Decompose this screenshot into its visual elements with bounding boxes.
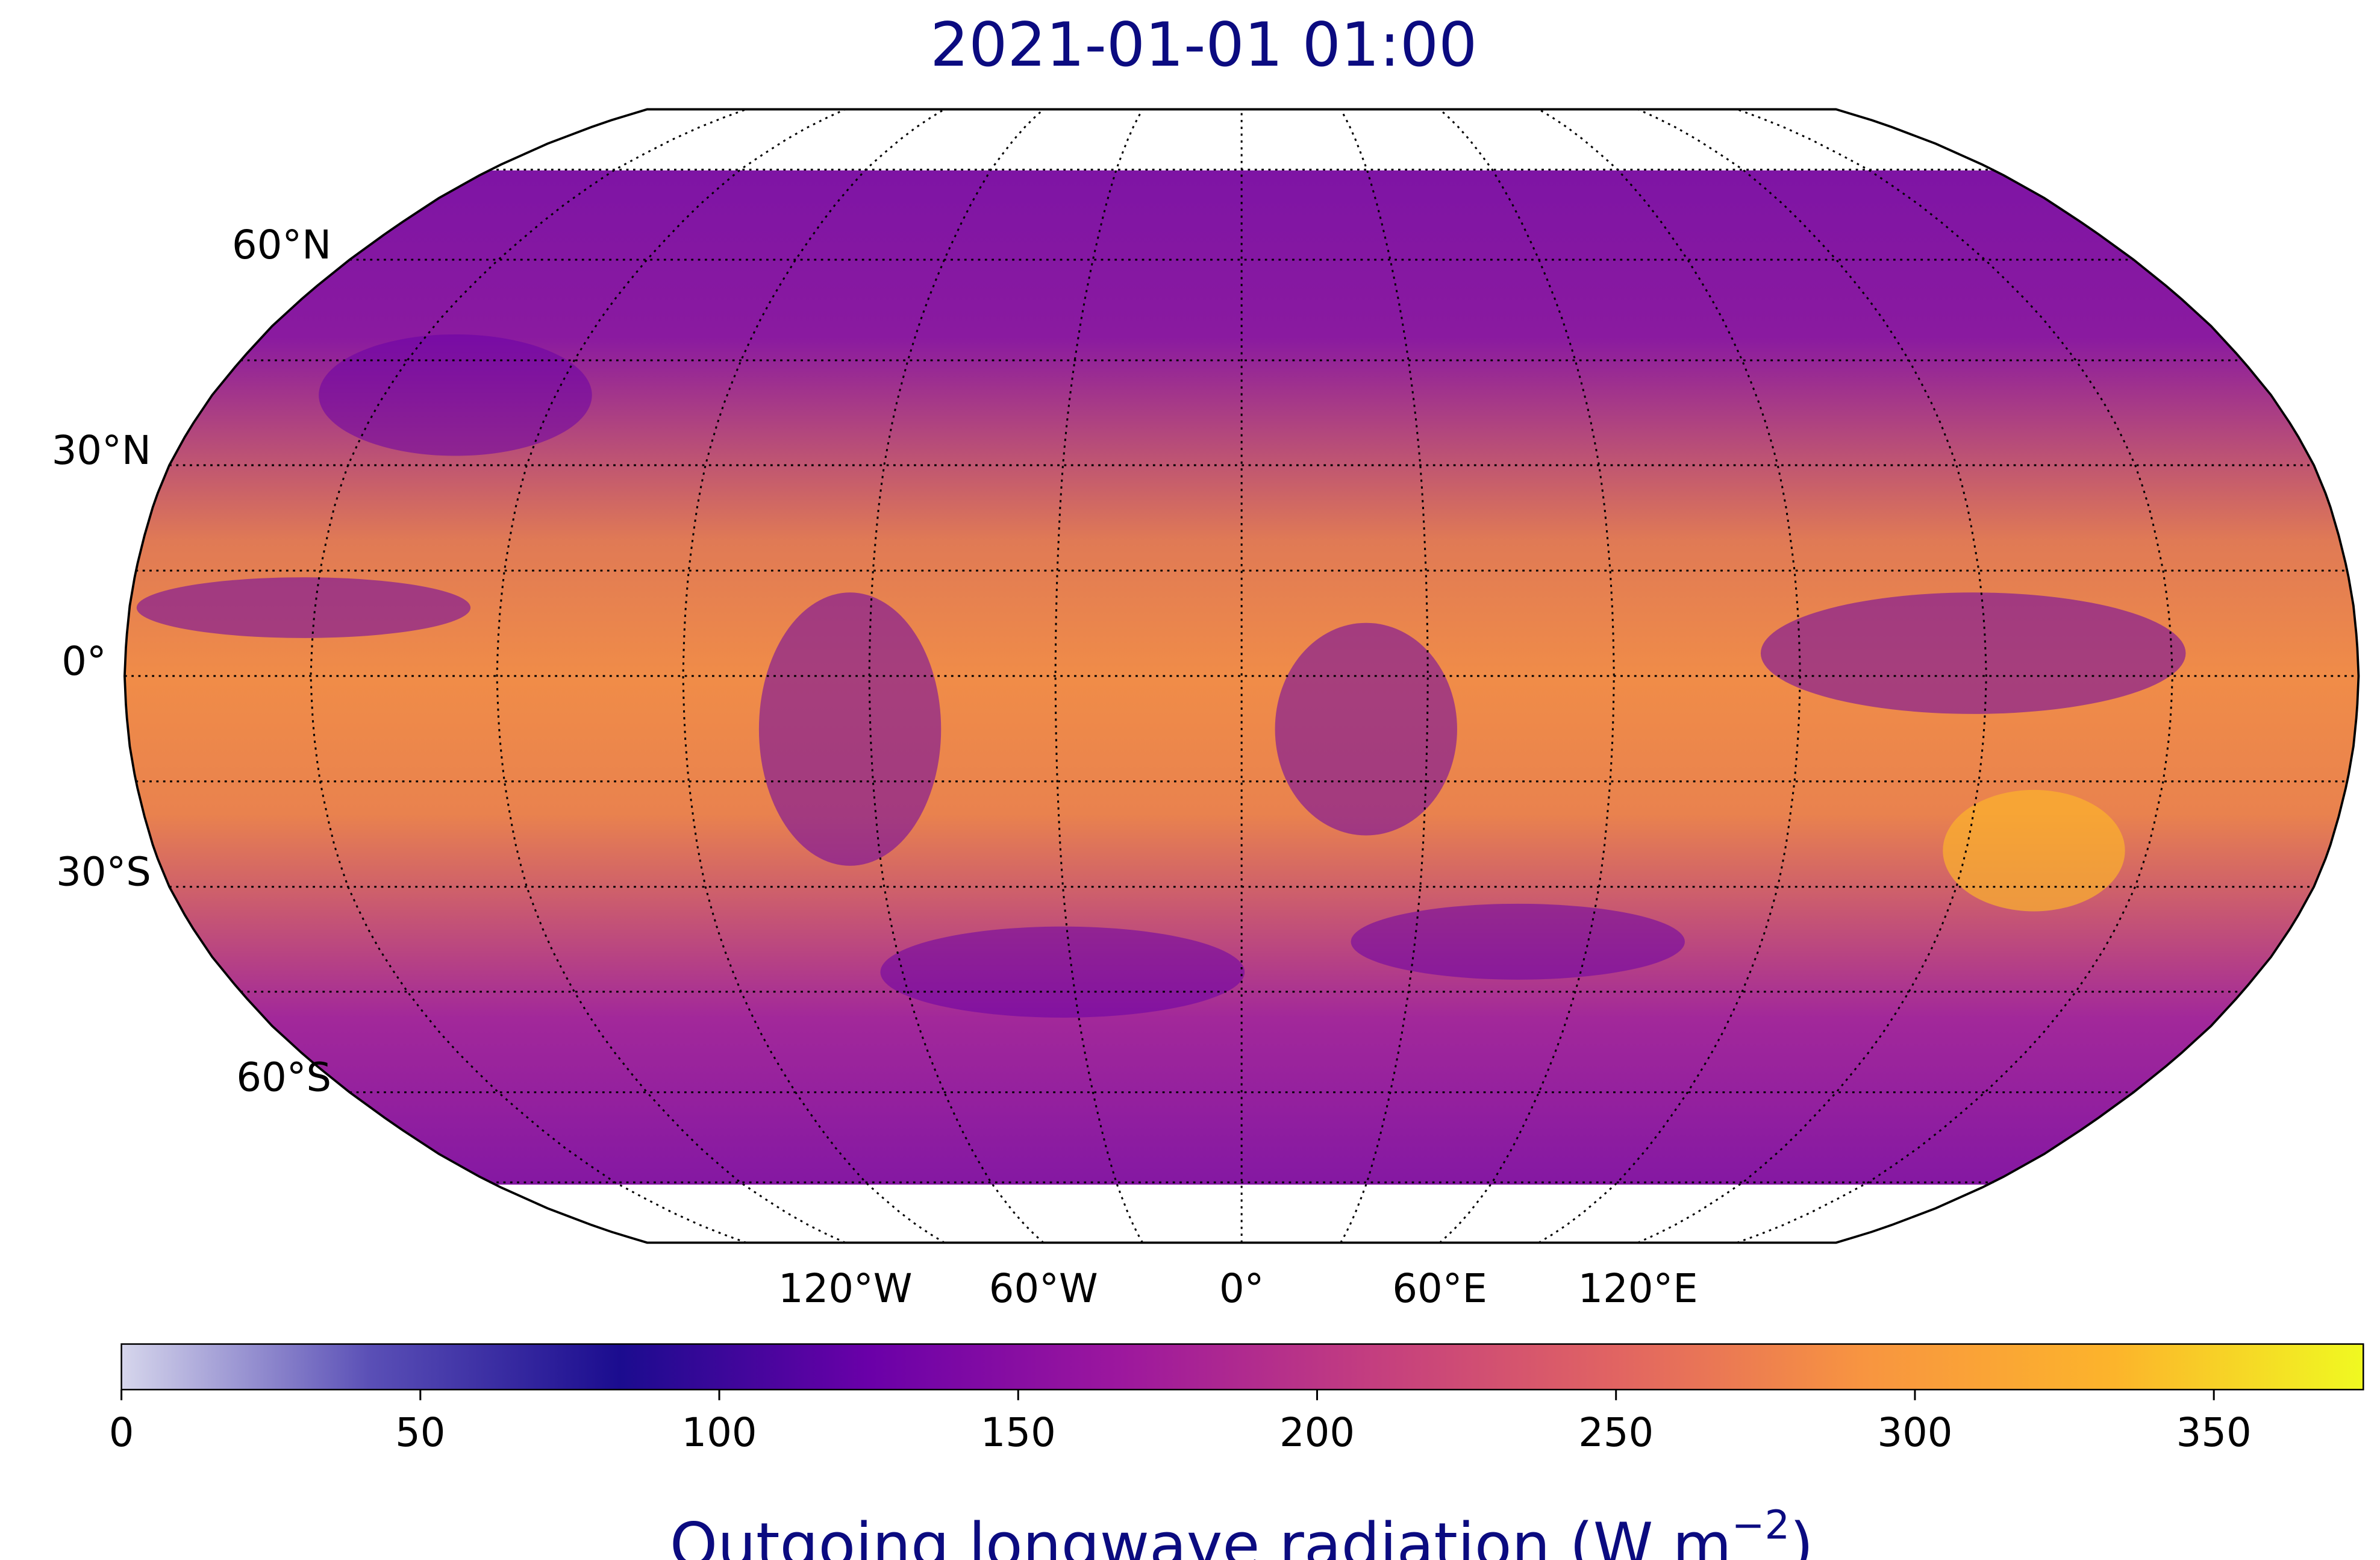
colorbar-tick-label: 250: [1578, 1410, 1654, 1456]
meridian: [1637, 108, 1987, 1244]
lat-label: 30°N: [52, 428, 151, 474]
colorbar-tick-label: 150: [981, 1410, 1056, 1456]
meridian: [1340, 108, 1429, 1244]
colorbar-tick-label: 200: [1279, 1410, 1355, 1456]
colorbar: [120, 1343, 2364, 1391]
data-field: [124, 110, 2359, 1243]
lat-label: 60°S: [236, 1055, 331, 1101]
colorbar-tick-label: 300: [1877, 1410, 1952, 1456]
lat-label: 0°: [61, 639, 106, 684]
lon-label: 120°E: [1578, 1266, 1698, 1312]
lon-label: 0°: [1219, 1266, 1264, 1312]
colorbar-label-end: ): [1790, 1509, 1813, 1560]
meridian: [1538, 108, 1801, 1244]
lon-label: 120°W: [778, 1266, 913, 1312]
colorbar-tick-label: 0: [109, 1410, 134, 1456]
lat-label: 30°S: [56, 850, 151, 895]
no-data-north: [124, 110, 2359, 171]
lon-label: 60°E: [1392, 1266, 1487, 1312]
meridian: [496, 108, 846, 1244]
map-outline: [123, 108, 2360, 1244]
lon-label: 60°W: [989, 1266, 1098, 1312]
warm-spot: [1943, 789, 2125, 912]
colorbar-label-main: Outgoing longwave radiation (W m: [670, 1509, 1732, 1560]
meridian: [1054, 108, 1144, 1244]
cloud-bands: [136, 334, 2186, 1018]
meridian: [682, 108, 945, 1244]
colorbar-label: Outgoing longwave radiation (W m−2): [670, 1503, 1814, 1560]
map-title: 2021-01-01 01:00: [930, 9, 1477, 80]
colorbar-label-sup: −2: [1732, 1503, 1790, 1549]
colorbar-tick-label: 100: [682, 1410, 757, 1456]
colorbar-tick-label: 50: [395, 1410, 445, 1456]
colorbar-tick-label: 350: [2176, 1410, 2252, 1456]
lat-label: 60°N: [232, 222, 331, 268]
no-data-south: [124, 1185, 2359, 1243]
graticule: [124, 108, 2359, 1244]
